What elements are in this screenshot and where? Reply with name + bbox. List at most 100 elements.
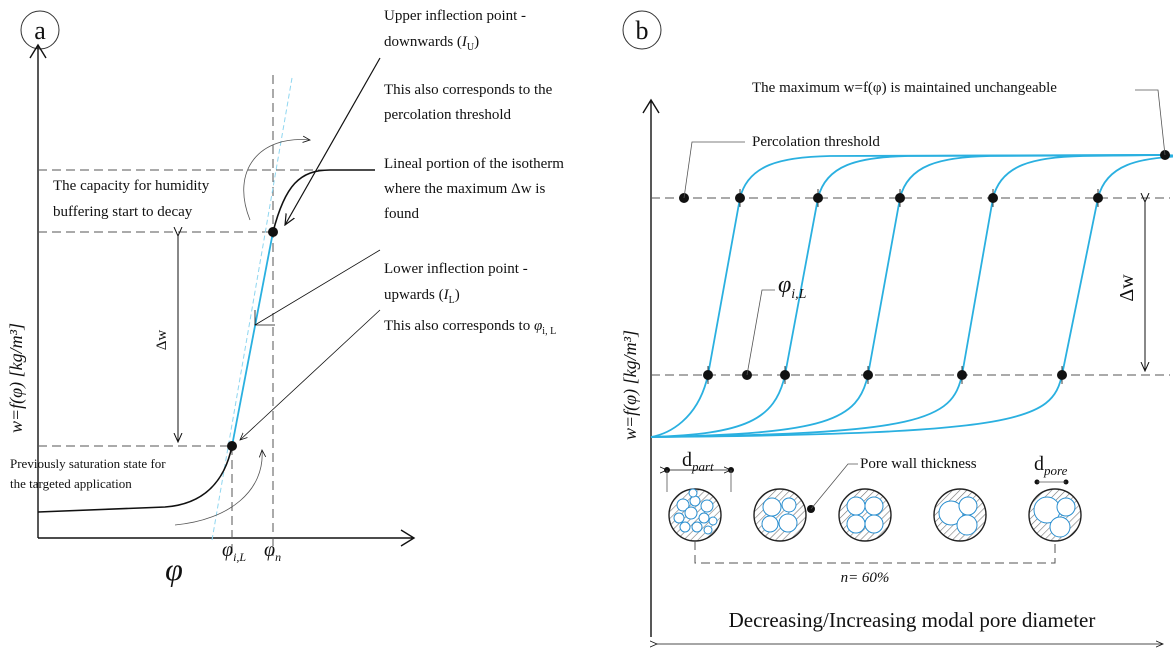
pore [691, 521, 703, 533]
note: downwards (IU) [384, 34, 479, 53]
t: downwards ( [384, 34, 462, 50]
pore [781, 497, 797, 513]
delta-label: Δw [154, 330, 170, 351]
t: I [443, 287, 450, 303]
point [227, 441, 237, 451]
pore [676, 498, 690, 512]
t: i,L [233, 550, 246, 564]
pore [761, 515, 779, 533]
note: This also corresponds to φi, L [384, 318, 556, 337]
t: d [1034, 453, 1044, 475]
d-part: dpart [682, 449, 714, 474]
t: ) [474, 34, 479, 50]
curve [37, 445, 233, 513]
isotherm [650, 154, 1166, 438]
isotherm [650, 154, 1166, 438]
leader [810, 463, 858, 510]
point [895, 193, 905, 203]
linear-part [231, 231, 274, 447]
panel-label: a [34, 16, 46, 45]
t: This also corresponds to [384, 318, 534, 334]
note: Previously saturation state for [10, 456, 166, 471]
pore [864, 514, 884, 534]
point [1093, 193, 1103, 203]
tangent [211, 77, 293, 541]
pore [673, 512, 685, 524]
t: pore [1043, 463, 1068, 478]
arrow [243, 140, 310, 221]
note: the targeted application [10, 476, 132, 491]
d-pore: dpore [1034, 453, 1068, 478]
point [988, 193, 998, 203]
curve [272, 169, 375, 233]
pore [700, 499, 714, 513]
point [735, 193, 745, 203]
isotherm [650, 154, 1173, 438]
t: part [691, 459, 714, 474]
pore [689, 495, 701, 507]
t: L [449, 295, 455, 306]
note: Pore wall thickness [860, 456, 977, 472]
axis [642, 98, 660, 637]
bracket [694, 541, 1056, 564]
point [813, 193, 823, 203]
y-axis-label: w=f(φ) [kg/m³] [620, 330, 641, 440]
point [957, 370, 967, 380]
pore [958, 496, 978, 516]
point [703, 370, 713, 380]
note: This also corresponds to the [384, 82, 553, 98]
t: d [682, 449, 692, 471]
curves [650, 154, 1173, 438]
t: φ [222, 539, 233, 561]
panel-b: b The maximum w=f(φ) is maintained uncha… [620, 10, 1173, 644]
guide [38, 169, 375, 447]
t: φ [264, 539, 275, 561]
pore [703, 525, 713, 535]
leader [746, 289, 775, 376]
note: found [384, 206, 419, 222]
x-tick-label: φn [264, 539, 281, 564]
t: ) [455, 287, 460, 303]
point [863, 370, 873, 380]
phi-label: φi,L [778, 272, 807, 302]
leader [1135, 89, 1166, 156]
note: where the maximum Δw is [384, 181, 545, 197]
pore [1049, 516, 1071, 538]
t: upwards ( [384, 287, 444, 303]
t: i, L [542, 326, 556, 337]
note: The maximum w=f(φ) is maintained unchang… [752, 80, 1057, 96]
note: The capacity for humidity [53, 178, 210, 194]
pore [708, 516, 718, 526]
leader [683, 141, 745, 199]
t: i,L [791, 287, 806, 302]
pore [864, 496, 884, 516]
t: φ [778, 272, 791, 298]
panel-label: b [636, 16, 649, 45]
pore [956, 514, 978, 536]
t: U [467, 42, 475, 53]
note: Percolation threshold [752, 134, 880, 150]
delta-label: Δw [1116, 274, 1138, 302]
t: φ [534, 318, 542, 334]
pore [1056, 497, 1076, 517]
pore [762, 497, 782, 517]
arrow [285, 57, 381, 225]
t: n [275, 550, 281, 564]
arrow [174, 450, 262, 526]
pore [846, 496, 866, 516]
arrow [254, 249, 381, 326]
x-axis-label: φ [165, 551, 183, 587]
note: Upper inflection point - [384, 8, 526, 24]
arrow [240, 309, 381, 440]
porosity: n= 60% [841, 570, 890, 586]
note: upwards (IL) [384, 287, 460, 306]
pore [688, 488, 698, 498]
pore [684, 506, 698, 520]
particle [838, 488, 892, 542]
isotherm [650, 154, 1166, 438]
x-tick-label: φi,L [222, 539, 246, 564]
point [268, 227, 278, 237]
x-axis-label: Decreasing/Increasing modal pore diamete… [729, 608, 1096, 632]
note: Lower inflection point - [384, 261, 528, 277]
